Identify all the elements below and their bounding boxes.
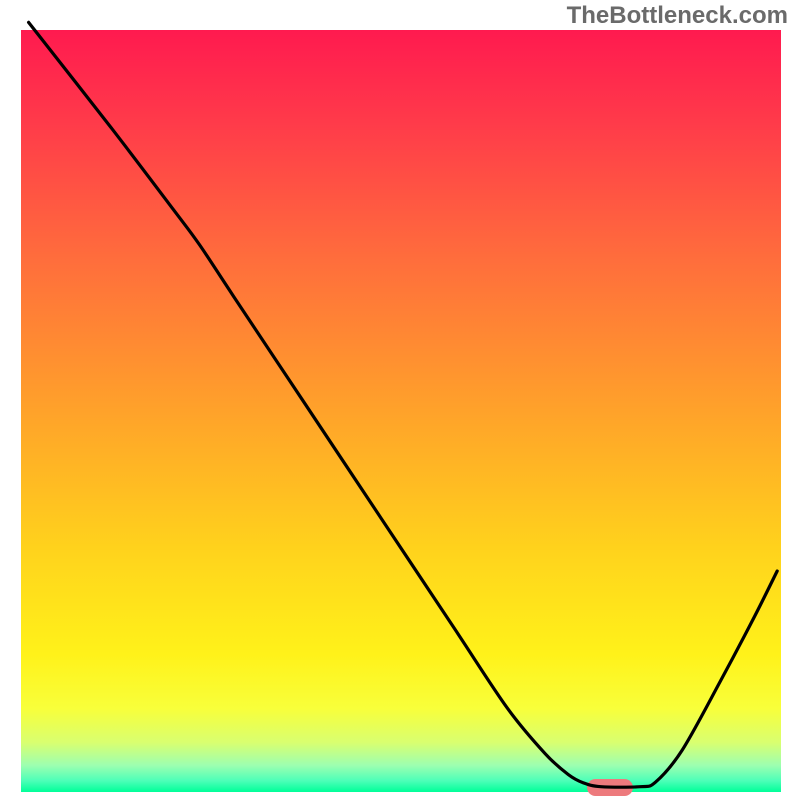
watermark-text: TheBottleneck.com — [567, 2, 788, 30]
bottleneck-curve — [21, 30, 781, 792]
curve-path — [29, 22, 778, 787]
plot-area — [21, 30, 781, 792]
chart-container: TheBottleneck.com — [0, 0, 800, 800]
